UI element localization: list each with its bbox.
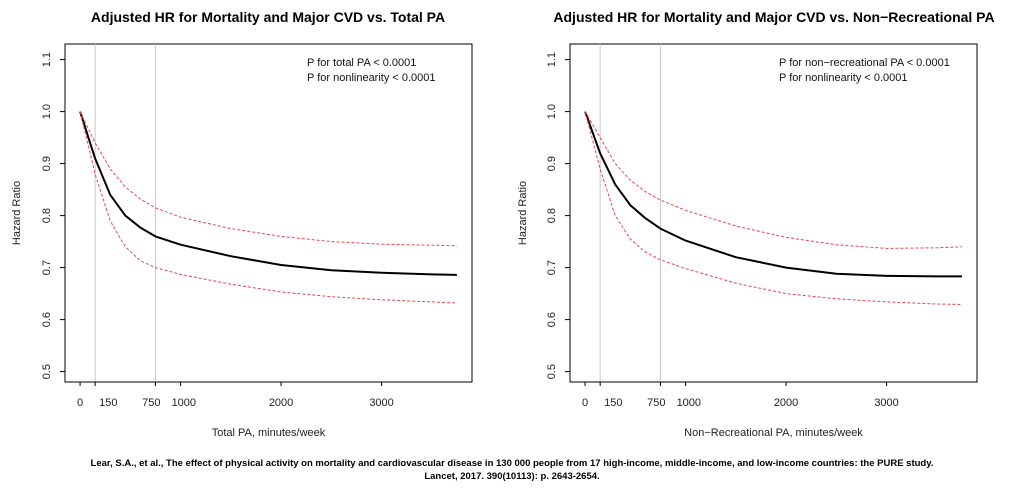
y-tick-label: 0.7 <box>41 260 53 275</box>
x-tick-label: 0 <box>582 397 588 409</box>
chart-title: Adjusted HR for Mortality and Major CVD … <box>91 9 445 25</box>
x-tick-label: 0 <box>77 397 83 409</box>
x-tick-label: 150 <box>604 397 622 409</box>
chart-non-recreational-pa: Adjusted HR for Mortality and Major CVD … <box>517 9 995 439</box>
y-tick-label: 0.7 <box>546 260 558 275</box>
x-axis-label: Non−Recreational PA, minutes/week <box>684 427 863 439</box>
p-value-annotation: P for total PA < 0.0001 <box>307 57 416 69</box>
plot-frame <box>64 43 473 383</box>
y-tick-label: 1.1 <box>41 52 53 67</box>
x-tick-label: 750 <box>647 397 665 409</box>
y-axis-label: Hazard Ratio <box>11 181 23 245</box>
x-tick-label: 2000 <box>774 397 798 409</box>
x-axis-label: Total PA, minutes/week <box>212 427 326 439</box>
p-value-annotation: P for nonlinearity < 0.0001 <box>779 72 908 84</box>
x-tick-label: 1000 <box>677 397 701 409</box>
p-value-annotation: P for non−recreational PA < 0.0001 <box>779 57 950 69</box>
y-tick-label: 0.9 <box>546 156 558 171</box>
plot-frame <box>569 43 978 383</box>
x-tick-label: 1000 <box>172 397 196 409</box>
y-tick-label: 1.1 <box>546 52 558 67</box>
x-tick-label: 750 <box>142 397 160 409</box>
p-value-annotation: P for nonlinearity < 0.0001 <box>307 72 436 84</box>
series-lower-ci-line <box>79 111 457 304</box>
y-tick-label: 0.5 <box>41 364 53 379</box>
x-tick-label: 150 <box>99 397 117 409</box>
y-tick-label: 0.9 <box>41 156 53 171</box>
series-hazard-ratio-line <box>584 111 962 278</box>
y-tick-label: 1.0 <box>546 104 558 119</box>
y-tick-label: 1.0 <box>41 104 53 119</box>
x-tick-label: 3000 <box>369 397 393 409</box>
series-hazard-ratio-line <box>79 111 457 276</box>
y-tick-label: 0.8 <box>546 208 558 223</box>
series-upper-ci-line <box>584 111 962 249</box>
y-axis-label: Hazard Ratio <box>517 181 529 245</box>
chart-title: Adjusted HR for Mortality and Major CVD … <box>553 9 994 25</box>
citation-line-2: Lancet, 2017. 390(10113): p. 2643-2654. <box>424 471 600 482</box>
series-upper-ci-line <box>79 111 457 247</box>
citation-line-1: Lear, S.A., et al., The effect of physic… <box>90 458 934 469</box>
x-tick-label: 2000 <box>269 397 293 409</box>
chart-total-pa: Adjusted HR for Mortality and Major CVD … <box>11 9 473 439</box>
x-tick-label: 3000 <box>874 397 898 409</box>
y-tick-label: 0.6 <box>41 312 53 327</box>
y-tick-label: 0.6 <box>546 312 558 327</box>
y-tick-label: 0.8 <box>41 208 53 223</box>
y-tick-label: 0.5 <box>546 364 558 379</box>
